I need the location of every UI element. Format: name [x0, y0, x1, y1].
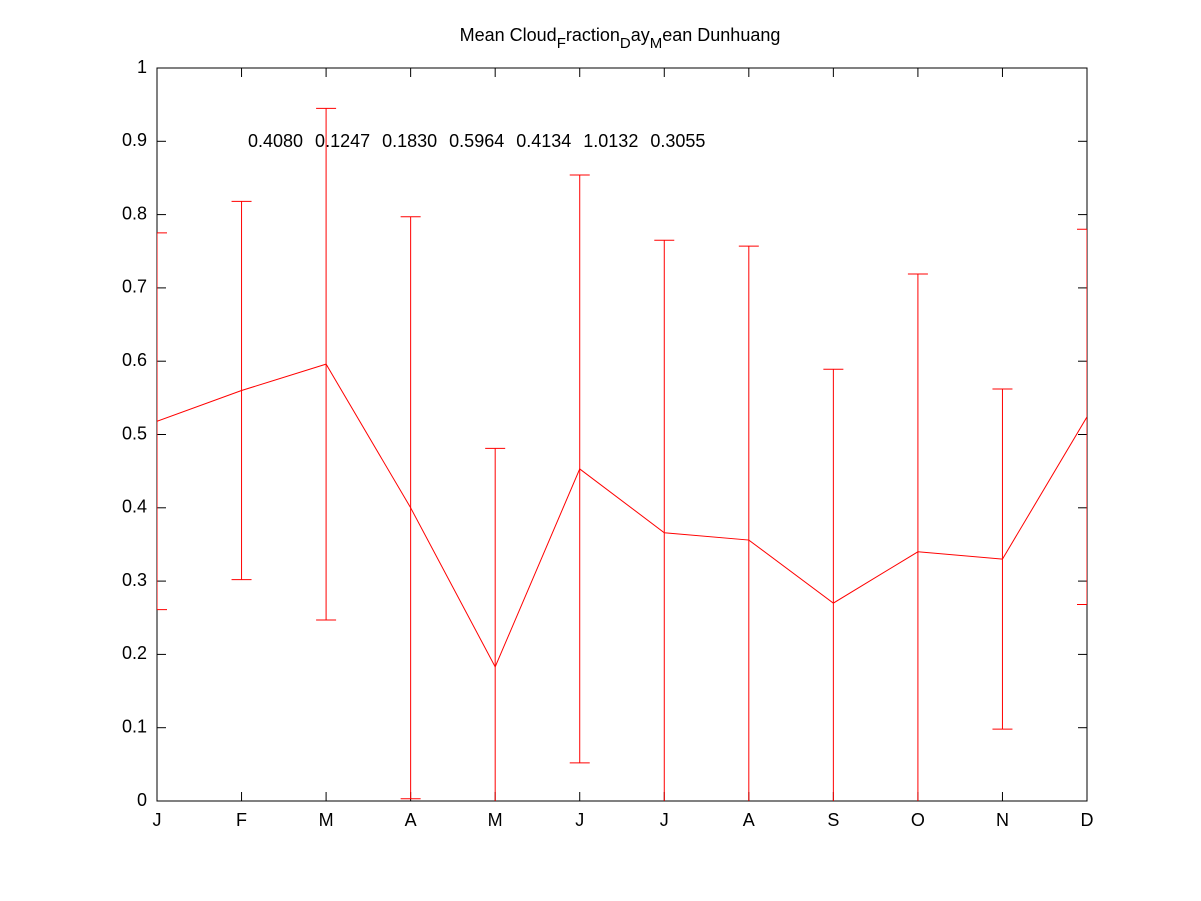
title-subscript: D: [620, 35, 631, 52]
y-tick-label: 0.4: [122, 497, 147, 517]
y-tick-label: 0.8: [122, 203, 147, 223]
annotation: 0.4080 0.1247 0.1830 0.5964 0.4134 1.013…: [248, 131, 705, 151]
x-tick-label: J: [660, 810, 669, 830]
plot-layer: [157, 107, 1087, 801]
x-tick-label: M: [488, 810, 503, 830]
chart-title: Mean CloudFractionDayMean Dunhuang: [460, 25, 781, 52]
x-tick-label: A: [405, 810, 417, 830]
y-tick-label: 0.1: [122, 716, 147, 736]
plot-box: [156, 67, 1088, 802]
y-tick-label: 0.7: [122, 277, 147, 297]
data-line: [157, 363, 1087, 669]
title-part: ay: [631, 25, 650, 45]
title-subscript: F: [557, 35, 566, 52]
x-tick-label: J: [153, 810, 162, 830]
x-tick-label: N: [996, 810, 1009, 830]
title-part: ean Dunhuang: [662, 25, 780, 45]
x-tick-label: D: [1081, 810, 1094, 830]
title-subscript: M: [650, 35, 663, 52]
title-part: raction: [566, 25, 620, 45]
y-tick-label: 0.9: [122, 130, 147, 150]
x-tick-label: F: [236, 810, 247, 830]
y-tick-label: 1: [137, 57, 147, 77]
x-tick-label: J: [575, 810, 584, 830]
title-part: Mean Cloud: [460, 25, 557, 45]
y-tick-label: 0.2: [122, 643, 147, 663]
x-tick-label: S: [827, 810, 839, 830]
x-tick-label: O: [911, 810, 925, 830]
x-tick-label: A: [743, 810, 755, 830]
y-tick-label: 0.5: [122, 423, 147, 443]
y-tick-label: 0.6: [122, 350, 147, 370]
x-tick-label: M: [319, 810, 334, 830]
y-tick-label: 0.3: [122, 570, 147, 590]
y-tick-label: 0: [137, 790, 147, 810]
